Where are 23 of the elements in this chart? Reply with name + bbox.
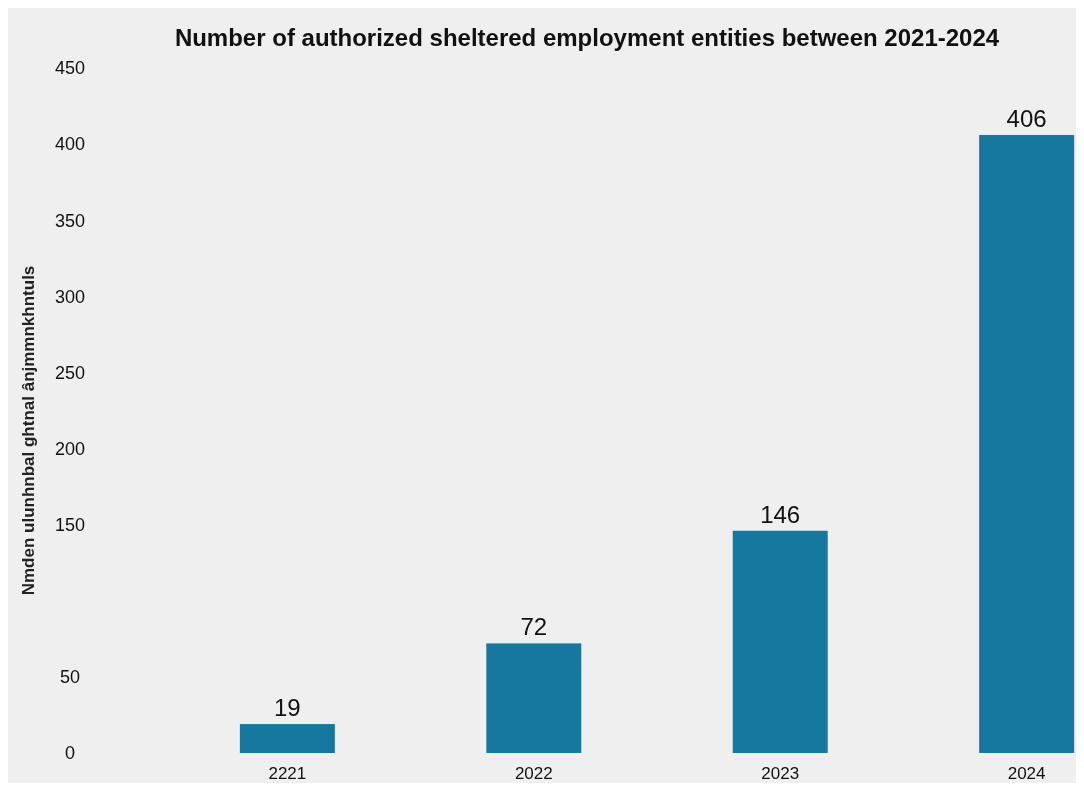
bar (239, 724, 335, 753)
x-tick-label: 2023 (761, 764, 800, 783)
bar (979, 134, 1075, 753)
bar (732, 530, 828, 753)
y-tick-label: 200 (54, 438, 86, 459)
bar (486, 643, 582, 753)
data-label: 19 (274, 694, 301, 722)
y-tick-label: 50 (59, 667, 81, 688)
y-tick-label: 150 (54, 514, 86, 535)
y-tick-label: 250 (54, 362, 86, 383)
y-tick-label: 350 (54, 210, 86, 231)
x-tick-label: 2024 (1007, 764, 1046, 783)
chart-title: Number of authorized sheltered employment entities between 2021-2024 (174, 24, 1000, 51)
y-tick-label: 300 (54, 286, 86, 307)
x-tick-label: 2022 (514, 764, 553, 783)
y-tick-label: 0 (64, 743, 76, 764)
y-tick-label: 450 (54, 58, 86, 79)
y-tick-label: 400 (54, 134, 86, 155)
data-label: 146 (760, 500, 801, 528)
y-axis-title: Nmden ulunhnbal ghtnal ânjmmnkhntuls (19, 265, 38, 596)
x-tick-label: 2221 (268, 764, 307, 783)
data-label: 406 (1006, 104, 1047, 132)
data-label: 72 (520, 613, 548, 641)
